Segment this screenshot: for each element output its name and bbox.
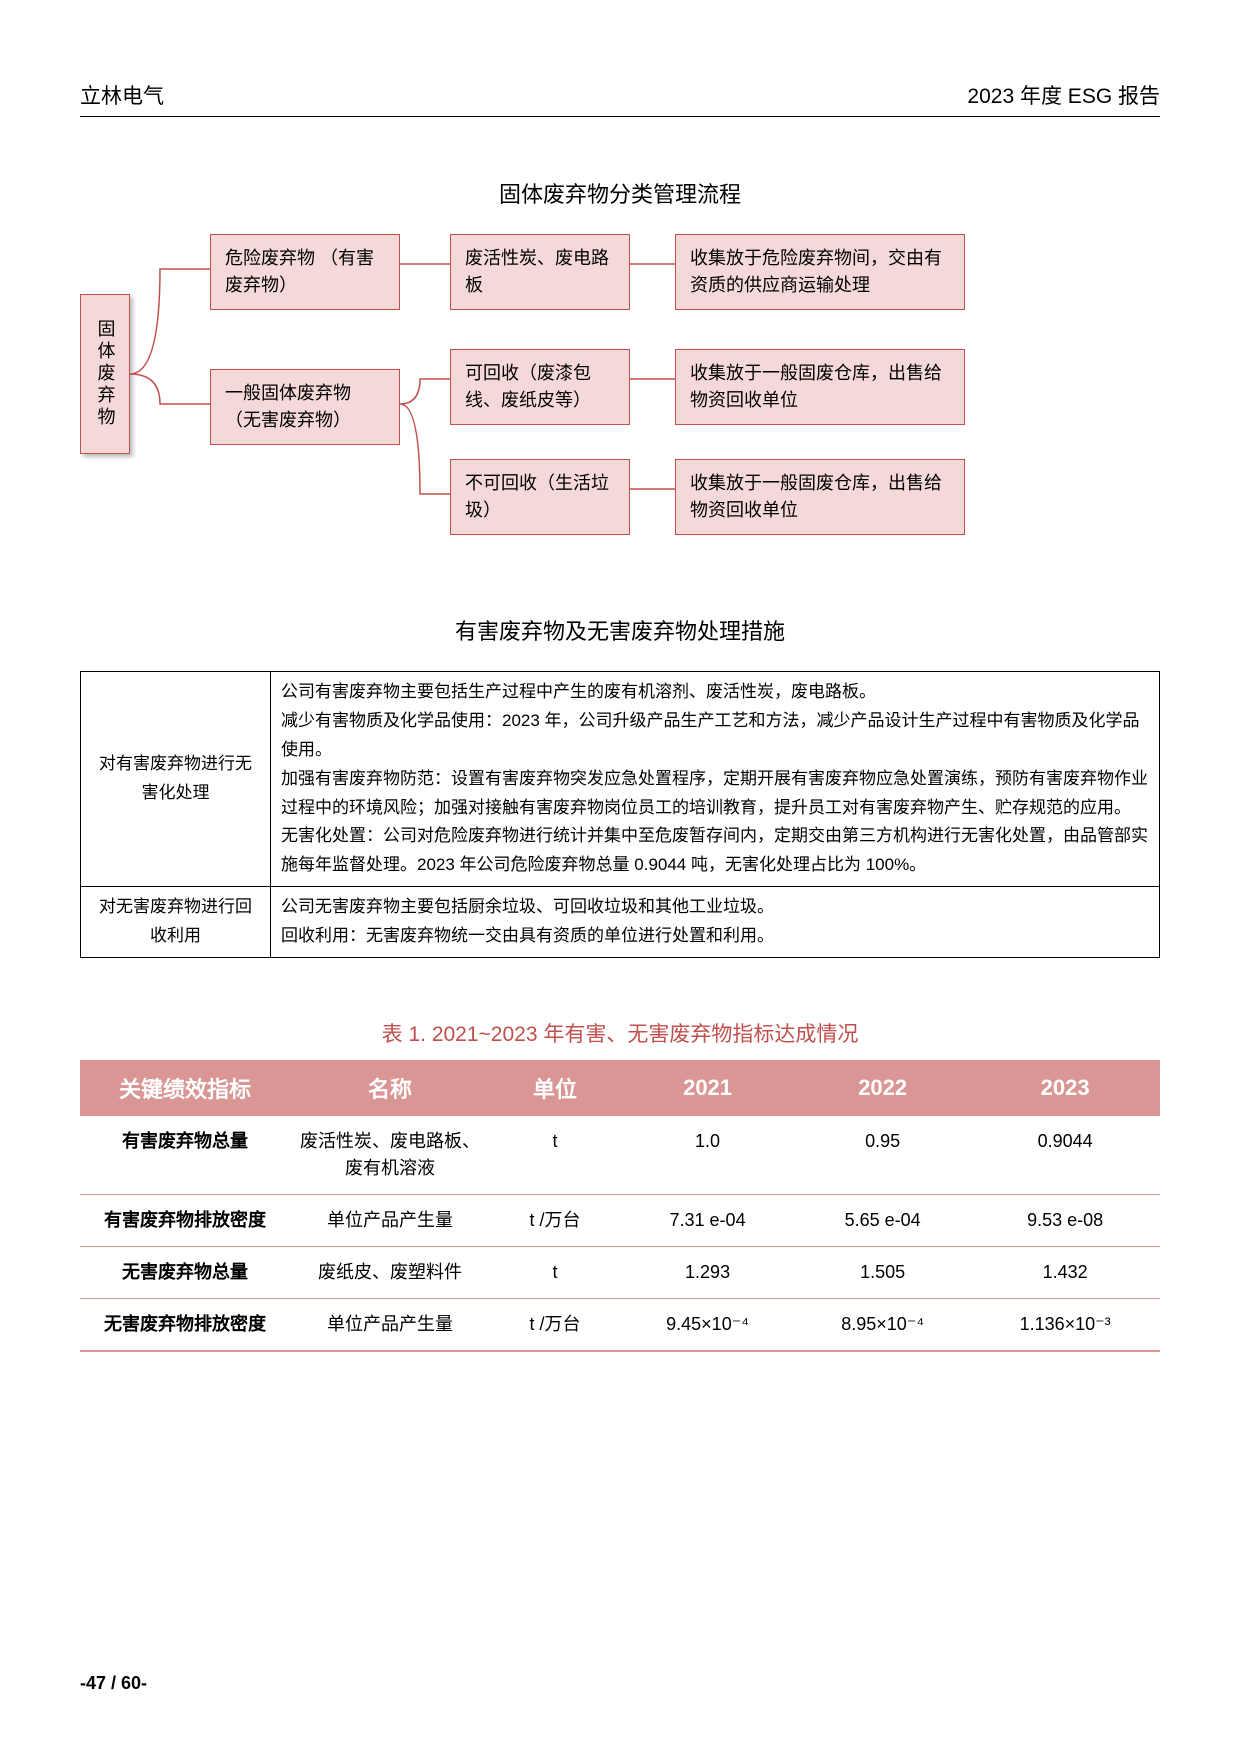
connector-root (130, 234, 215, 534)
flow-node-hazardous: 危险废弃物 （有害废弃物） (210, 234, 400, 310)
connector-n2 (400, 349, 455, 549)
flow-node-recyclable: 可回收（废漆包线、废纸皮等） (450, 349, 630, 425)
table-row: 无害废弃物总量废纸皮、废塑料件t1.2931.5051.432 (80, 1247, 1160, 1299)
measures-label-0: 对有害废弃物进行无害化处理 (81, 672, 271, 887)
company-name: 立林电气 (80, 80, 164, 110)
table-row: 对无害废弃物进行回收利用 公司无害废弃物主要包括厨余垃圾、可回收垃圾和其他工业垃… (81, 887, 1160, 958)
report-title: 2023 年度 ESG 报告 (967, 80, 1160, 110)
kpi-h3: 2021 (620, 1060, 795, 1116)
page-header: 立林电气 2023 年度 ESG 报告 (80, 80, 1160, 117)
measures-label-1: 对无害废弃物进行回收利用 (81, 887, 271, 958)
table-row: 有害废弃物总量废活性炭、废电路板、废有机溶液t1.00.950.9044 (80, 1116, 1160, 1195)
measures-table: 对有害废弃物进行无害化处理 公司有害废弃物主要包括生产过程中产生的废有机溶剂、废… (80, 671, 1160, 958)
table-row: 对有害废弃物进行无害化处理 公司有害废弃物主要包括生产过程中产生的废有机溶剂、废… (81, 672, 1160, 887)
measures-title: 有害废弃物及无害废弃物处理措施 (80, 614, 1160, 646)
kpi-h4: 2022 (795, 1060, 970, 1116)
connector-n1 (400, 234, 455, 294)
flow-node-collect-hazard: 收集放于危险废弃物间，交由有资质的供应商运输处理 (675, 234, 965, 310)
kpi-body: 有害废弃物总量废活性炭、废电路板、废有机溶液t1.00.950.9044 有害废… (80, 1116, 1160, 1351)
kpi-table: 关键绩效指标 名称 单位 2021 2022 2023 有害废弃物总量废活性炭、… (80, 1060, 1160, 1352)
page-footer: -47 / 60- (80, 1673, 147, 1694)
flow-node-nonrecyclable: 不可回收（生活垃圾） (450, 459, 630, 535)
table-row: 无害废弃物排放密度单位产品产生量t /万台9.45×10⁻⁴8.95×10⁻⁴1… (80, 1299, 1160, 1352)
flow-node-general: 一般固体废弃物 （无害废弃物） (210, 369, 400, 445)
kpi-h1: 名称 (290, 1060, 490, 1116)
flow-node-collect-nonrecyc: 收集放于一般固废仓库，出售给物资回收单位 (675, 459, 965, 535)
flowchart-title: 固体废弃物分类管理流程 (80, 177, 1160, 209)
kpi-header-row: 关键绩效指标 名称 单位 2021 2022 2023 (80, 1060, 1160, 1116)
connector-right (630, 234, 680, 534)
table-row: 有害废弃物排放密度单位产品产生量t /万台7.31 e-045.65 e-049… (80, 1195, 1160, 1247)
measures-text-0: 公司有害废弃物主要包括生产过程中产生的废有机溶剂、废活性炭，废电路板。 减少有害… (271, 672, 1160, 887)
flow-root: 固体废弃物 (80, 294, 130, 454)
flowchart: 固体废弃物 危险废弃物 （有害废弃物） 一般固体废弃物 （无害废弃物） 废活性炭… (80, 234, 1160, 554)
measures-text-1: 公司无害废弃物主要包括厨余垃圾、可回收垃圾和其他工业垃圾。 回收利用：无害废弃物… (271, 887, 1160, 958)
flow-node-carbon: 废活性炭、废电路板 (450, 234, 630, 310)
kpi-h0: 关键绩效指标 (80, 1060, 290, 1116)
kpi-title: 表 1. 2021~2023 年有害、无害废弃物指标达成情况 (80, 1018, 1160, 1048)
kpi-h5: 2023 (970, 1060, 1160, 1116)
kpi-h2: 单位 (490, 1060, 620, 1116)
flow-node-collect-recyc: 收集放于一般固废仓库，出售给物资回收单位 (675, 349, 965, 425)
